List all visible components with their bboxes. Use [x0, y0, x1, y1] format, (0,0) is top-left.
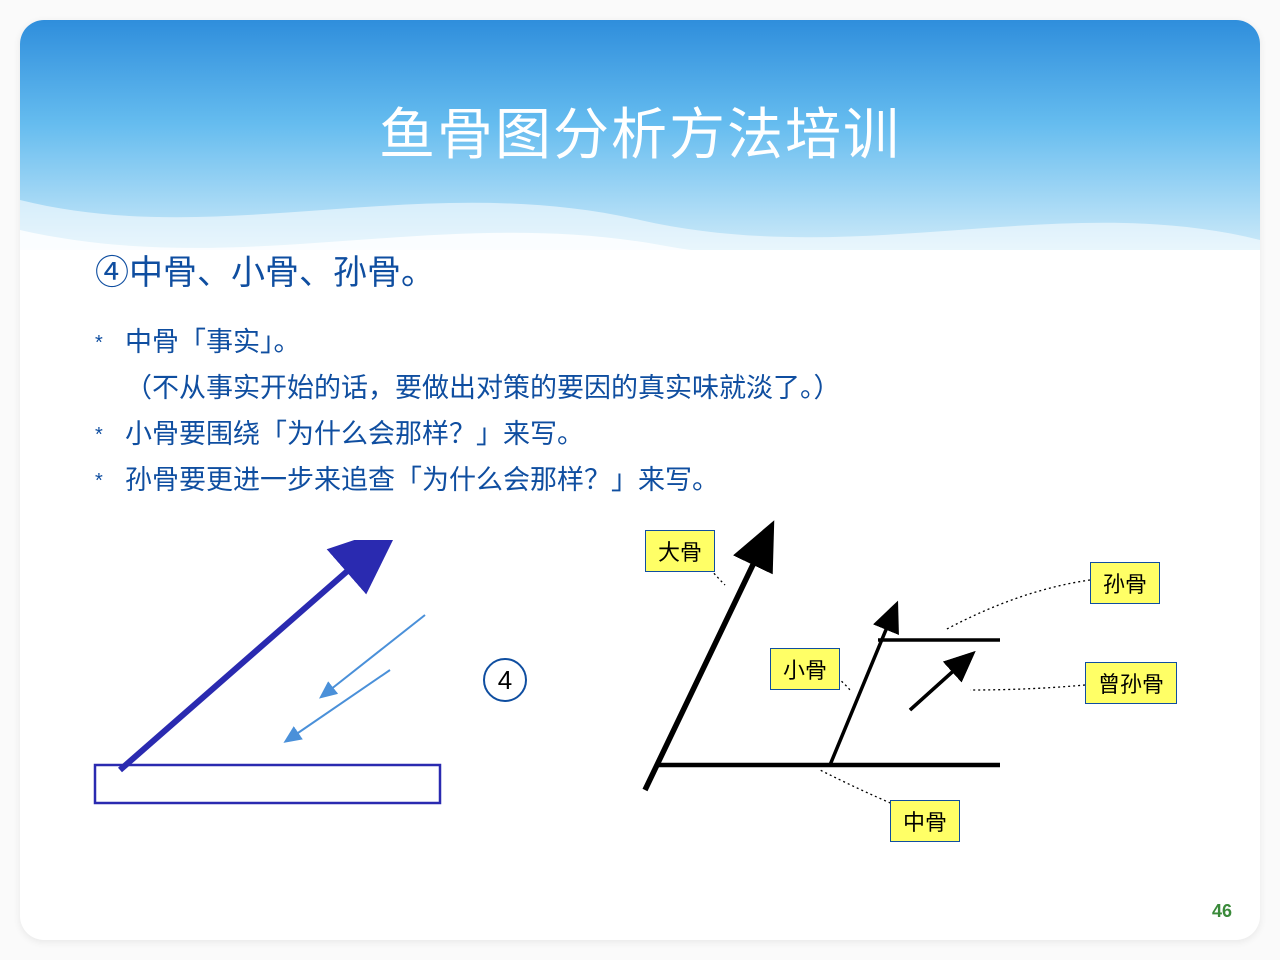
- slide-card: 鱼骨图分析方法培训 ④中骨、小骨、孙骨。 * 中骨「事实」。 （不从事实开始的话…: [20, 20, 1260, 940]
- label-xiaogu: 小骨: [770, 648, 840, 690]
- bullet-item: * 孙骨要更进一步来追查「为什么会那样？」来写。: [95, 458, 841, 504]
- bullet-marker: *: [95, 320, 125, 412]
- bullet-list: * 中骨「事实」。 （不从事实开始的话，要做出对策的要因的真实味就淡了。） * …: [95, 320, 841, 504]
- label-sungu: 孙骨: [1090, 562, 1160, 604]
- bullet-text: （不从事实开始的话，要做出对策的要因的真实味就淡了。）: [125, 366, 841, 412]
- diagram-left: 4: [80, 540, 550, 810]
- bone-greatgrand-arrow: [910, 665, 960, 710]
- connector-dotted: [945, 580, 1090, 630]
- bullet-text: 小骨要围绕「为什么会那样？」来写。: [125, 412, 841, 458]
- label-zengsungu: 曾孙骨: [1085, 662, 1177, 704]
- slide-subtitle: ④中骨、小骨、孙骨。: [95, 245, 435, 294]
- label-zhonggu: 中骨: [890, 800, 960, 842]
- bullet-text: 孙骨要更进一步来追查「为什么会那样？」来写。: [125, 458, 841, 504]
- bullet-item: * 小骨要围绕「为什么会那样？」来写。: [95, 412, 841, 458]
- base-box: [95, 765, 440, 803]
- label-dagu: 大骨: [645, 530, 715, 572]
- bullet-marker: *: [95, 458, 125, 504]
- connector-dotted: [970, 685, 1085, 690]
- bullet-marker: *: [95, 412, 125, 458]
- page-number: 46: [1212, 901, 1232, 922]
- diagram-right: 大骨 小骨 孙骨 曾孙骨 中骨: [600, 520, 1220, 860]
- slide-title: 鱼骨图分析方法培训: [20, 90, 1260, 171]
- step-circle: 4: [483, 658, 527, 702]
- main-arrow: [120, 560, 360, 770]
- bullet-text: 中骨「事实」。: [125, 320, 841, 366]
- bullet-item: * 中骨「事实」。 （不从事实开始的话，要做出对策的要因的真实味就淡了。）: [95, 320, 841, 412]
- bone-main: [645, 550, 760, 790]
- step-number: 4: [498, 665, 512, 696]
- connector-dotted: [820, 770, 895, 805]
